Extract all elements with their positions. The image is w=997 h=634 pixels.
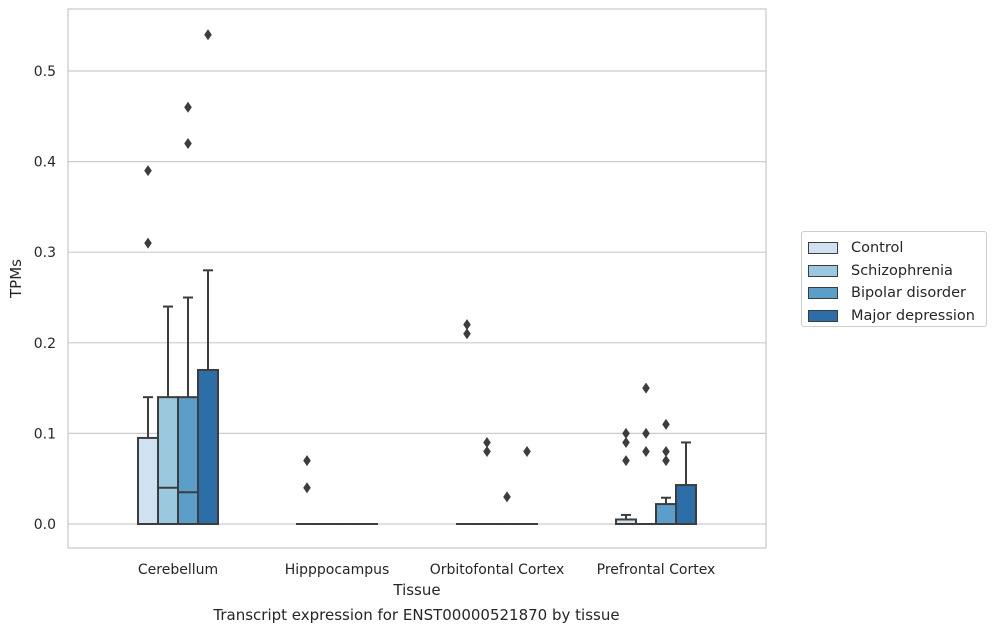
outlier-point — [622, 427, 630, 439]
x-tick-label: Orbitofontal Cortex — [430, 562, 565, 578]
x-tick-label: Prefrontal Cortex — [597, 562, 716, 578]
outlier-point — [622, 436, 630, 448]
box — [675, 484, 697, 525]
outlier-point — [463, 328, 471, 340]
y-tick-label: 0.2 — [34, 336, 56, 352]
legend-item: Bipolar disorder — [808, 282, 986, 305]
x-tick-label: Cerebellum — [138, 562, 218, 578]
y-tick-label: 0.5 — [34, 64, 56, 80]
y-tick-label: 0.3 — [34, 245, 56, 261]
x-tick-label: Hipppocampus — [285, 562, 390, 578]
chart-caption: Transcript expression for ENST0000052187… — [213, 606, 620, 624]
outlier-point — [204, 29, 212, 41]
box — [177, 396, 199, 525]
x-axis-ticks: Cerebellum Hipppocampus Orbitofontal Corte… — [138, 562, 715, 578]
outlier-point — [144, 165, 152, 177]
legend-item: Major depression — [808, 305, 986, 328]
outlier-point — [184, 137, 192, 149]
legend-label: Schizophrenia — [851, 262, 953, 279]
y-tick-label: 0.0 — [34, 517, 56, 533]
legend-label: Bipolar disorder — [851, 285, 966, 302]
outliers — [144, 29, 670, 503]
legend-label: Control — [851, 240, 904, 257]
box — [655, 503, 677, 525]
outlier-point — [303, 482, 311, 494]
legend-swatch — [808, 309, 838, 322]
x-axis-label: Tissue — [392, 581, 440, 599]
outlier-point — [503, 491, 511, 503]
outlier-point — [642, 382, 650, 394]
outlier-point — [184, 101, 192, 113]
outlier-point — [622, 455, 630, 467]
outlier-point — [662, 418, 670, 430]
box — [197, 368, 219, 526]
outlier-point — [662, 455, 670, 467]
y-axis-label: TPMs — [7, 259, 25, 299]
outlier-point — [523, 446, 531, 458]
outlier-point — [662, 446, 670, 458]
outlier-point — [483, 446, 491, 458]
y-tick-label: 0.4 — [34, 155, 56, 171]
legend-item: Schizophrenia — [808, 260, 986, 283]
outlier-point — [144, 237, 152, 249]
outlier-point — [642, 427, 650, 439]
plot-frame — [67, 8, 767, 549]
outlier-point — [483, 436, 491, 448]
outlier-point — [642, 446, 650, 458]
legend-label: Major depression — [851, 307, 975, 324]
legend: Control Schizophrenia Bipolar disorder Majo… — [801, 231, 987, 327]
legend-item: Control — [808, 237, 986, 260]
outlier-point — [463, 319, 471, 331]
boxes — [137, 269, 697, 526]
box — [157, 396, 179, 525]
box — [137, 436, 159, 525]
y-tick-label: 0.1 — [34, 426, 56, 442]
y-axis-ticks: 0.0 0.1 0.2 0.3 0.4 0.5 — [34, 64, 56, 533]
legend-swatch — [808, 242, 838, 255]
outlier-point — [303, 455, 311, 467]
legend-swatch — [808, 264, 838, 277]
legend-swatch — [808, 287, 838, 300]
